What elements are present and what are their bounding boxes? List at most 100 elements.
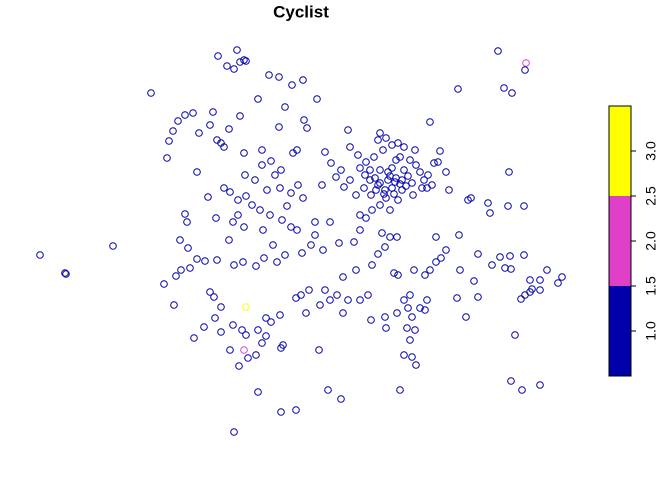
point — [386, 206, 394, 214]
point — [372, 186, 380, 194]
point — [283, 202, 291, 210]
point — [303, 124, 311, 132]
point — [269, 241, 277, 249]
point — [486, 209, 494, 217]
point — [292, 294, 300, 302]
point — [370, 153, 378, 161]
point — [297, 291, 305, 299]
point — [181, 111, 189, 119]
point — [242, 57, 250, 65]
point — [186, 264, 194, 272]
point — [356, 164, 364, 172]
point — [109, 242, 117, 250]
point — [500, 84, 508, 92]
point — [454, 85, 462, 93]
point — [315, 346, 323, 354]
point — [393, 233, 401, 241]
point — [275, 73, 283, 81]
point — [225, 125, 233, 133]
point — [258, 146, 266, 154]
point — [332, 173, 340, 181]
point — [302, 309, 310, 317]
point — [526, 276, 534, 284]
point — [434, 158, 442, 166]
point — [410, 266, 418, 274]
point — [262, 332, 270, 340]
point — [233, 46, 241, 54]
point — [172, 272, 180, 280]
point — [430, 159, 438, 167]
point — [242, 303, 250, 311]
point — [409, 191, 417, 199]
point — [254, 326, 262, 334]
point — [352, 191, 360, 199]
point — [396, 386, 404, 394]
point — [346, 176, 354, 184]
point — [163, 154, 171, 162]
point — [230, 261, 238, 269]
point — [326, 218, 334, 226]
point — [267, 157, 275, 165]
point — [517, 295, 525, 303]
point — [390, 190, 398, 198]
point — [506, 252, 514, 260]
point — [242, 192, 250, 200]
point — [484, 199, 492, 207]
point — [241, 171, 249, 179]
point — [423, 296, 431, 304]
point — [367, 191, 375, 199]
point — [350, 238, 358, 246]
point — [277, 344, 285, 352]
point — [266, 211, 274, 219]
point — [356, 226, 364, 234]
point — [394, 139, 402, 147]
point — [354, 151, 362, 159]
point — [184, 244, 192, 252]
point — [277, 166, 285, 174]
point — [252, 262, 260, 270]
point — [507, 377, 515, 385]
colorbar-bin — [609, 106, 631, 196]
point — [217, 328, 225, 336]
point — [200, 323, 208, 331]
point — [254, 95, 262, 103]
point — [337, 166, 345, 174]
point — [273, 258, 281, 266]
point — [390, 269, 398, 277]
point — [223, 62, 231, 70]
point — [256, 206, 264, 214]
chart-title: Cyclist — [273, 2, 329, 21]
point — [536, 286, 544, 294]
point — [408, 313, 416, 321]
point — [263, 186, 271, 194]
point — [352, 266, 360, 274]
point — [456, 266, 464, 274]
point — [294, 181, 302, 189]
point — [543, 266, 551, 274]
point — [174, 117, 182, 125]
point — [411, 326, 419, 334]
point — [259, 226, 267, 234]
point — [287, 189, 295, 197]
point — [518, 386, 526, 394]
point — [462, 313, 470, 321]
point — [521, 291, 529, 299]
point — [225, 236, 233, 244]
point — [361, 171, 369, 179]
point — [418, 184, 426, 192]
point — [313, 95, 321, 103]
point — [442, 246, 450, 254]
point — [374, 250, 382, 258]
point — [380, 190, 388, 198]
point — [220, 184, 228, 192]
point — [362, 214, 370, 222]
point — [412, 161, 420, 169]
point — [522, 59, 530, 67]
point — [169, 127, 177, 135]
point — [176, 236, 184, 244]
point — [278, 216, 286, 224]
colorbar-tick-label: 3.0 — [643, 141, 659, 161]
point — [327, 159, 335, 167]
point — [501, 264, 509, 272]
